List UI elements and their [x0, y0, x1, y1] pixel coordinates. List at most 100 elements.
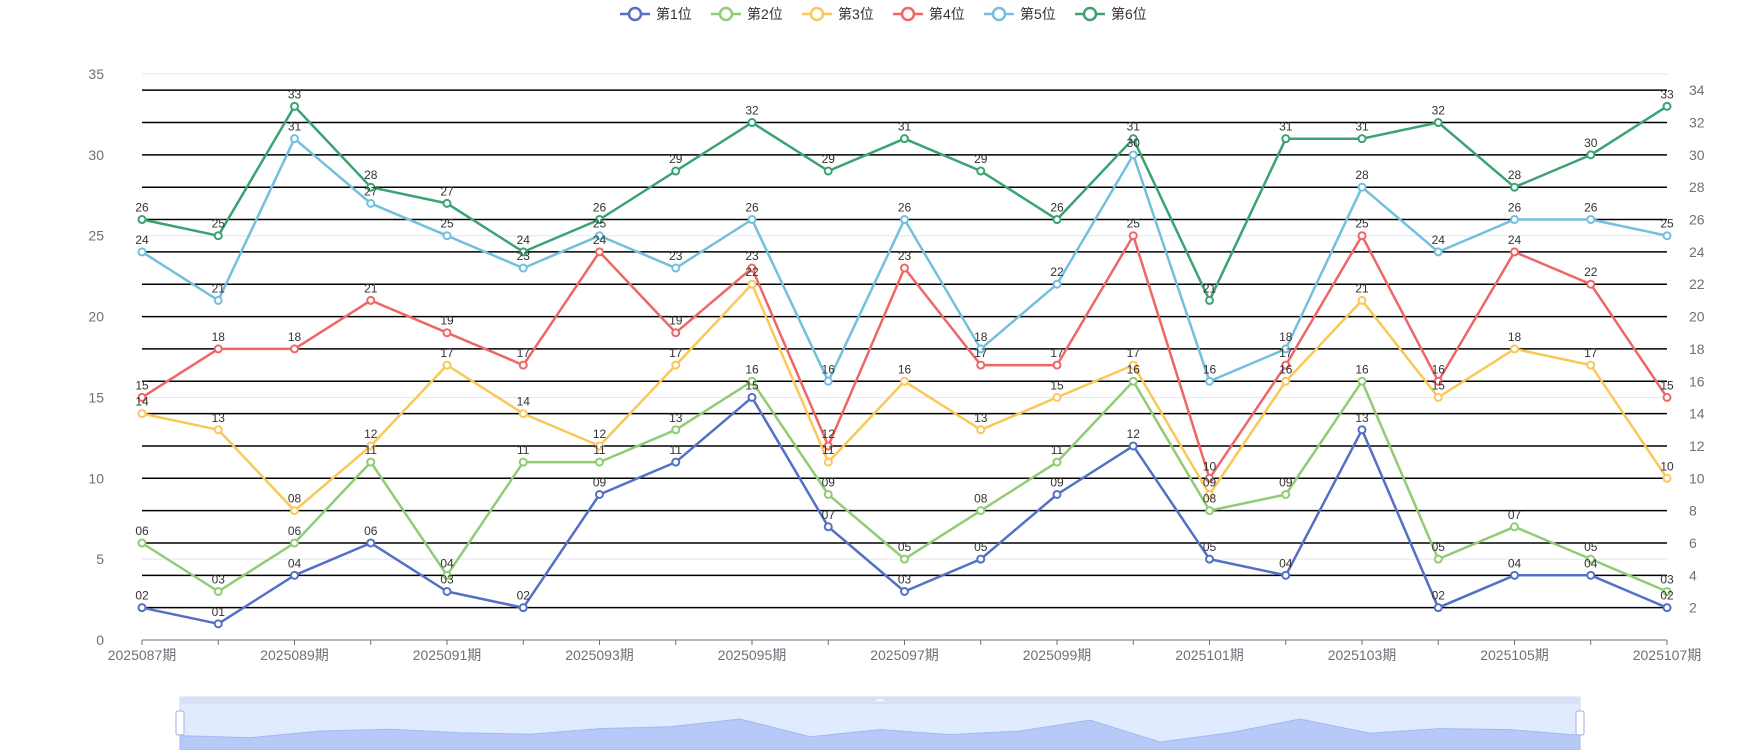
- data-point[interactable]: [747, 376, 757, 386]
- data-point[interactable]: [1510, 344, 1519, 354]
- data-point[interactable]: [900, 263, 909, 273]
- data-point[interactable]: [1662, 101, 1672, 111]
- data-point[interactable]: [900, 376, 909, 386]
- data-point[interactable]: [1205, 506, 1214, 516]
- data-point[interactable]: [290, 506, 299, 516]
- data-point[interactable]: [366, 182, 376, 192]
- data-point[interactable]: [137, 215, 147, 225]
- data-point[interactable]: [1052, 489, 1062, 499]
- data-point[interactable]: [366, 457, 376, 467]
- data-point[interactable]: [1433, 603, 1443, 613]
- data-point[interactable]: [442, 328, 452, 338]
- data-point[interactable]: [595, 441, 604, 451]
- data-point[interactable]: [1205, 376, 1214, 386]
- data-point[interactable]: [1357, 425, 1367, 435]
- data-point[interactable]: [1052, 392, 1062, 402]
- data-point[interactable]: [1052, 457, 1062, 467]
- data-point[interactable]: [1586, 554, 1596, 564]
- data-point[interactable]: [747, 392, 757, 402]
- data-point[interactable]: [671, 425, 681, 435]
- data-point[interactable]: [595, 231, 604, 241]
- data-point[interactable]: [1281, 376, 1291, 386]
- zoom-selected-range[interactable]: [180, 697, 1580, 750]
- data-point[interactable]: [976, 166, 986, 176]
- data-zoom-slider[interactable]: •••: [175, 696, 1585, 750]
- data-point[interactable]: [1281, 134, 1291, 144]
- data-point[interactable]: [137, 409, 147, 419]
- data-point[interactable]: [442, 198, 452, 208]
- data-point[interactable]: [290, 538, 299, 548]
- data-point[interactable]: [1357, 134, 1367, 144]
- data-point[interactable]: [290, 570, 299, 580]
- data-point[interactable]: [823, 441, 833, 451]
- data-point[interactable]: [823, 376, 833, 386]
- legend-item-1[interactable]: 第1位: [620, 6, 692, 22]
- data-point[interactable]: [1433, 392, 1443, 402]
- data-point[interactable]: [1662, 603, 1672, 613]
- data-point[interactable]: [1128, 360, 1138, 370]
- data-point[interactable]: [1128, 376, 1138, 386]
- data-point[interactable]: [671, 457, 681, 467]
- data-point[interactable]: [1510, 570, 1519, 580]
- data-point[interactable]: [213, 619, 223, 629]
- data-point[interactable]: [976, 360, 986, 370]
- data-point[interactable]: [1662, 586, 1672, 596]
- data-point[interactable]: [1128, 231, 1138, 241]
- data-point[interactable]: [442, 586, 452, 596]
- legend-item-4[interactable]: 第4位: [893, 6, 965, 22]
- data-point[interactable]: [1205, 473, 1214, 483]
- data-point[interactable]: [1433, 118, 1443, 128]
- data-point[interactable]: [1052, 215, 1062, 225]
- zoom-left-handle[interactable]: [175, 710, 185, 736]
- data-point[interactable]: [137, 392, 147, 402]
- data-point[interactable]: [1586, 570, 1596, 580]
- legend-item-2[interactable]: 第2位: [711, 6, 783, 22]
- data-point[interactable]: [518, 603, 528, 613]
- data-point[interactable]: [900, 586, 909, 596]
- data-point[interactable]: [595, 457, 604, 467]
- data-point[interactable]: [1357, 182, 1367, 192]
- data-point[interactable]: [900, 134, 909, 144]
- data-point[interactable]: [1510, 247, 1519, 257]
- data-point[interactable]: [137, 538, 147, 548]
- data-point[interactable]: [213, 344, 223, 354]
- data-point[interactable]: [137, 603, 147, 613]
- legend[interactable]: 第1位 第2位 第3位 第4位 第5位 第6位: [620, 6, 1147, 22]
- data-point[interactable]: [747, 215, 757, 225]
- data-point[interactable]: [747, 263, 757, 273]
- data-point[interactable]: [137, 247, 147, 257]
- data-point[interactable]: [595, 247, 604, 257]
- data-point[interactable]: [1433, 376, 1443, 386]
- data-point[interactable]: [1510, 522, 1519, 532]
- data-point[interactable]: [442, 231, 452, 241]
- data-point[interactable]: [1205, 554, 1214, 564]
- data-point[interactable]: [442, 360, 452, 370]
- data-point[interactable]: [442, 570, 452, 580]
- data-point[interactable]: [1662, 392, 1672, 402]
- zoom-move-handle[interactable]: [180, 697, 1580, 704]
- data-point[interactable]: [823, 457, 833, 467]
- data-point[interactable]: [1128, 441, 1138, 451]
- data-point[interactable]: [1586, 215, 1596, 225]
- data-point[interactable]: [366, 198, 376, 208]
- data-point[interactable]: [1357, 295, 1367, 305]
- data-point[interactable]: [823, 522, 833, 532]
- data-point[interactable]: [976, 554, 986, 564]
- data-point[interactable]: [1357, 376, 1367, 386]
- zoom-right-handle[interactable]: [1575, 710, 1585, 736]
- data-point[interactable]: [518, 247, 528, 257]
- data-point[interactable]: [595, 489, 604, 499]
- data-point[interactable]: [671, 166, 681, 176]
- data-point[interactable]: [1281, 489, 1291, 499]
- data-point[interactable]: [823, 166, 833, 176]
- data-point[interactable]: [976, 425, 986, 435]
- data-point[interactable]: [1433, 554, 1443, 564]
- data-point[interactable]: [1281, 570, 1291, 580]
- data-point[interactable]: [747, 279, 757, 289]
- data-point[interactable]: [671, 263, 681, 273]
- data-point[interactable]: [290, 344, 299, 354]
- legend-item-5[interactable]: 第5位: [984, 6, 1056, 22]
- data-point[interactable]: [1510, 182, 1519, 192]
- data-point[interactable]: [366, 441, 376, 451]
- data-point[interactable]: [1357, 231, 1367, 241]
